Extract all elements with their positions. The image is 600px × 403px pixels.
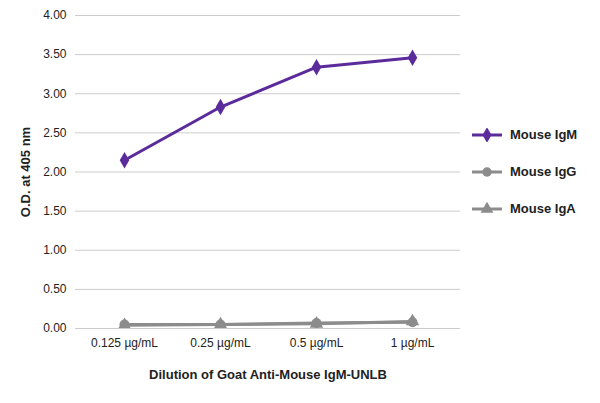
svg-text:1.00: 1.00 <box>43 243 67 257</box>
svg-text:0.25 µg/mL: 0.25 µg/mL <box>190 336 251 350</box>
svg-text:2.00: 2.00 <box>43 165 67 179</box>
svg-text:0.50: 0.50 <box>43 282 67 296</box>
svg-text:1 µg/mL: 1 µg/mL <box>391 336 435 350</box>
svg-text:0.125 µg/mL: 0.125 µg/mL <box>91 336 158 350</box>
svg-text:Dilution of Goat Anti-Mouse Ig: Dilution of Goat Anti-Mouse IgM-UNLB <box>149 367 387 382</box>
svg-text:0.5 µg/mL: 0.5 µg/mL <box>290 336 344 350</box>
svg-text:3.00: 3.00 <box>43 87 67 101</box>
svg-text:O.D. at 405 nm: O.D. at 405 nm <box>18 127 33 217</box>
html-text:Mouse IgA: Mouse IgA <box>510 201 576 216</box>
svg-text:1.50: 1.50 <box>43 204 67 218</box>
svg-text:0.00: 0.00 <box>43 321 67 335</box>
html-text:Mouse IgM: Mouse IgM <box>510 127 578 142</box>
html-text:Mouse IgG: Mouse IgG <box>510 164 577 179</box>
svg-text:3.50: 3.50 <box>43 47 67 61</box>
svg-text:4.00: 4.00 <box>43 8 67 22</box>
svg-text:2.50: 2.50 <box>43 126 67 140</box>
